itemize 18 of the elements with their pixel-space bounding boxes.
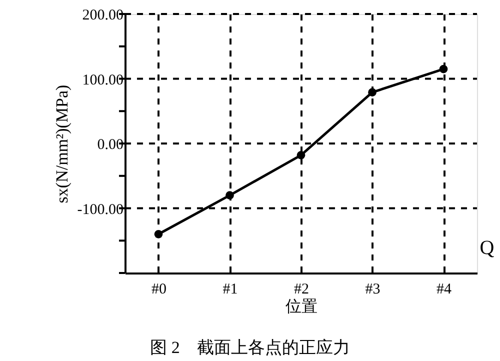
point bbox=[439, 64, 448, 74]
x-tick-label: #1 bbox=[222, 282, 238, 298]
y-tick-label: 200.00 bbox=[82, 8, 124, 24]
point bbox=[154, 230, 163, 238]
x-tick-label: #2 bbox=[294, 282, 309, 298]
y-tick-label: 100.00 bbox=[82, 72, 124, 88]
x-tick-label: #0 bbox=[151, 282, 166, 298]
point bbox=[368, 88, 376, 97]
x-tick-label: #3 bbox=[365, 282, 380, 298]
x-tick-label: #4 bbox=[436, 282, 452, 298]
x-axis-title: 位置 bbox=[286, 298, 318, 316]
y-tick-label: -100.00 bbox=[77, 202, 124, 218]
caption: 图 2 截面上各点的正应力 bbox=[150, 338, 350, 357]
point bbox=[226, 191, 234, 200]
y-tick-label: 0.00 bbox=[97, 137, 124, 153]
y-axis-title: sx(N/mm²)(MPa) bbox=[52, 84, 72, 204]
text: Q bbox=[480, 237, 495, 259]
point bbox=[296, 150, 306, 160]
